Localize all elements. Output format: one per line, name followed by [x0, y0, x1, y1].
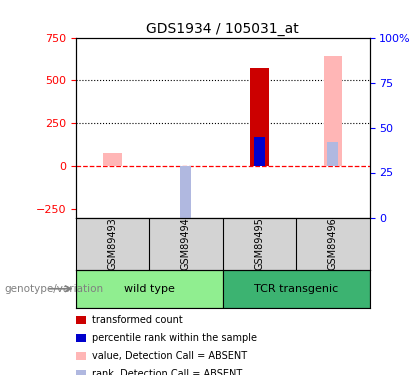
Text: wild type: wild type — [123, 284, 175, 294]
Bar — [223, 270, 370, 308]
Text: percentile rank within the sample: percentile rank within the sample — [92, 333, 257, 343]
Bar — [254, 136, 265, 166]
Text: GSM89493: GSM89493 — [108, 217, 117, 270]
Bar — [327, 142, 339, 166]
Text: transformed count: transformed count — [92, 315, 183, 325]
Bar — [76, 270, 223, 308]
Bar — [180, 166, 192, 226]
Text: GSM89494: GSM89494 — [181, 217, 191, 270]
Text: genotype/variation: genotype/variation — [4, 284, 103, 294]
Text: TCR transgenic: TCR transgenic — [254, 284, 338, 294]
Text: GSM89495: GSM89495 — [255, 217, 264, 270]
Bar — [324, 56, 342, 166]
Title: GDS1934 / 105031_at: GDS1934 / 105031_at — [146, 22, 299, 36]
Text: rank, Detection Call = ABSENT: rank, Detection Call = ABSENT — [92, 369, 243, 375]
Text: value, Detection Call = ABSENT: value, Detection Call = ABSENT — [92, 351, 247, 361]
Text: GSM89496: GSM89496 — [328, 217, 338, 270]
Bar — [103, 153, 121, 166]
Bar — [250, 68, 268, 166]
